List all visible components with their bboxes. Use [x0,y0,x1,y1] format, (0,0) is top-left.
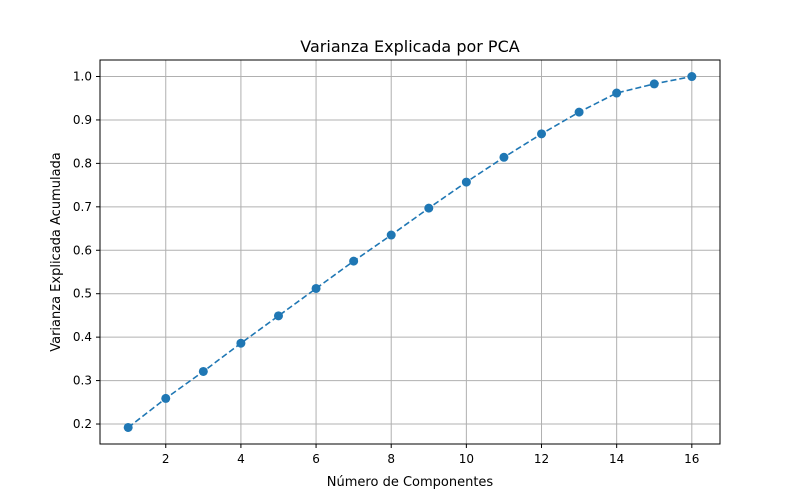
y-tick-label: 0.9 [73,113,92,127]
data-point [499,152,509,162]
data-point [612,88,622,98]
data-point [349,256,359,266]
y-tick-label: 0.2 [73,417,92,431]
data-point [537,129,547,139]
x-tick-label: 14 [609,452,624,466]
y-tick-label: 1.0 [73,70,92,84]
x-axis-label: Número de Componentes [327,475,494,490]
data-point [311,283,321,293]
data-point [649,79,659,89]
series-line [127,75,692,429]
chart-title: Varianza Explicada por PCA [300,37,519,56]
x-tick-label: 16 [684,452,699,466]
data-point [461,177,471,187]
x-tick-label: 6 [312,452,320,466]
plot-frame [99,59,721,445]
x-tick-label: 12 [534,452,549,466]
y-axis-ticks: 0.2 0.3 0.4 0.5 0.6 0.7 0.8 0.9 1.0 [73,70,100,431]
grid [100,60,720,444]
data-point [161,393,171,403]
y-tick-label: 0.5 [73,287,92,301]
data-point [687,72,697,82]
x-axis-ticks: 2 4 6 8 10 12 14 16 [162,444,699,466]
data-point [123,422,133,432]
y-tick-label: 0.7 [73,200,92,214]
x-tick-label: 10 [459,452,474,466]
y-tick-label: 0.4 [73,330,92,344]
y-tick-label: 0.3 [73,374,92,388]
data-point [386,230,396,240]
data-point [198,366,208,376]
data-point [236,338,246,348]
y-tick-label: 0.6 [73,243,92,257]
x-tick-label: 8 [387,452,395,466]
x-tick-label: 2 [162,452,170,466]
series-cumulative-variance [123,72,697,432]
data-point [574,107,584,117]
x-tick-label: 4 [237,452,245,466]
y-axis-label: Varianza Explicada Acumulada [49,152,64,352]
data-point [273,311,283,321]
y-tick-label: 0.8 [73,156,92,170]
data-point [424,203,434,213]
